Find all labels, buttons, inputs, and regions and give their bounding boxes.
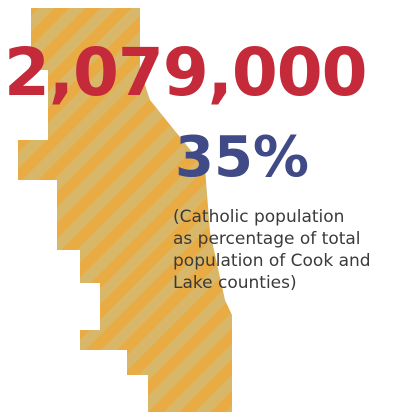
stat-caption: (Catholic population as percentage of to… [173,207,371,293]
percentage-value: 35% [175,125,310,190]
population-value: 2,079,000 [4,34,368,111]
